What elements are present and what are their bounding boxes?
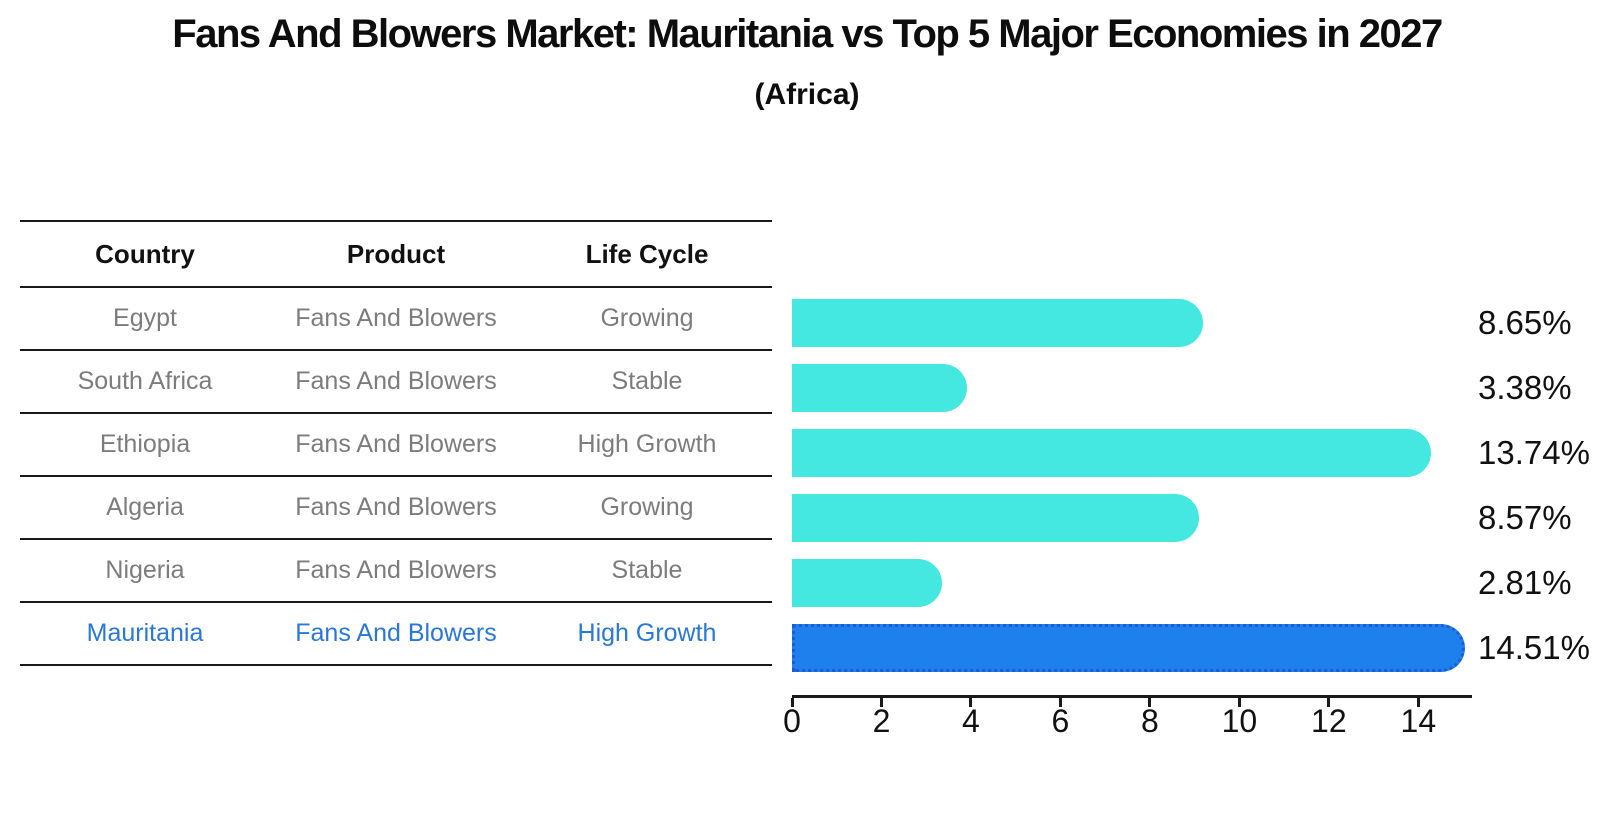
life-cycle-cell: Growing xyxy=(600,493,694,521)
product-cell: Fans And Blowers xyxy=(295,304,497,332)
x-tick-label: 6 xyxy=(1051,703,1070,739)
country-cell: Algeria xyxy=(106,493,184,521)
x-tick-mark xyxy=(1327,698,1331,707)
bar-value-label: 2.81% xyxy=(1478,564,1572,601)
table-row-ethiopia: Ethiopia Fans And Blowers High Growth xyxy=(20,414,772,477)
column-header-product: Product xyxy=(346,238,446,269)
table-header-row: Country Product Life Cycle xyxy=(20,222,772,288)
x-axis-line xyxy=(792,695,1472,698)
life-cycle-cell: Growing xyxy=(600,304,694,332)
x-tick-mark xyxy=(1058,698,1062,707)
bar-mauritania xyxy=(792,624,1465,672)
country-cell: Ethiopia xyxy=(99,430,191,458)
country-cell: South Africa xyxy=(77,367,213,395)
bar-value-label: 13.74% xyxy=(1478,434,1590,471)
x-tick-label: 2 xyxy=(872,703,891,739)
x-tick-label: 4 xyxy=(962,703,980,739)
x-tick-label: 8 xyxy=(1140,703,1159,739)
x-tick-mark xyxy=(969,698,973,707)
bar-value-label: 14.51% xyxy=(1478,629,1590,666)
country-cell: Nigeria xyxy=(105,556,185,584)
x-tick-mark xyxy=(790,698,794,707)
life-cycle-cell: High Growth xyxy=(577,430,717,458)
column-header-country: Country xyxy=(95,238,195,269)
life-cycle-cell: Stable xyxy=(611,556,683,584)
product-cell: Fans And Blowers xyxy=(295,493,497,521)
product-cell: Fans And Blowers xyxy=(295,619,497,647)
bar-value-label: 3.38% xyxy=(1478,369,1572,406)
bar-ethiopia xyxy=(792,429,1431,477)
bar-egypt xyxy=(792,299,1203,347)
x-tick-mark xyxy=(1416,698,1420,707)
chart-title: Fans And Blowers Market: Mauritania vs T… xyxy=(172,12,1443,56)
column-header-life-cycle: Life Cycle xyxy=(585,238,709,269)
product-cell: Fans And Blowers xyxy=(295,430,497,458)
life-cycle-cell: Stable xyxy=(611,367,683,395)
table-row-nigeria: Nigeria Fans And Blowers Stable xyxy=(20,540,772,603)
country-cell: Egypt xyxy=(113,304,177,332)
product-cell: Fans And Blowers xyxy=(295,367,497,395)
table-row-egypt: Egypt Fans And Blowers Growing xyxy=(20,288,772,351)
table-row-algeria: Algeria Fans And Blowers Growing xyxy=(20,477,772,540)
table-body: Egypt Fans And Blowers Growing South Africa… xyxy=(20,288,772,666)
bar-south-africa xyxy=(792,364,967,412)
x-tick-label: 12 xyxy=(1311,703,1347,739)
x-tick-label: 0 xyxy=(783,703,801,739)
country-table: Country Product Life Cycle Egypt Fans And… xyxy=(20,220,772,666)
chart-subtitle: (Africa) xyxy=(754,78,860,111)
table-row-mauritania: Mauritania Fans And Blowers High Growth xyxy=(20,603,772,666)
country-cell: Mauritania xyxy=(86,619,204,647)
life-cycle-cell: High Growth xyxy=(577,619,717,647)
bar-value-label: 8.65% xyxy=(1478,304,1572,341)
product-cell: Fans And Blowers xyxy=(295,556,497,584)
bar-nigeria xyxy=(792,559,942,607)
x-tick-mark xyxy=(1237,698,1241,707)
bar-value-label: 8.57% xyxy=(1478,499,1572,536)
bar-algeria xyxy=(792,494,1199,542)
x-tick-mark xyxy=(879,698,883,707)
table-row-south-africa: South Africa Fans And Blowers Stable xyxy=(20,351,772,414)
x-tick-label: 14 xyxy=(1400,703,1437,739)
x-tick-mark xyxy=(1148,698,1152,707)
x-tick-label: 10 xyxy=(1221,703,1258,739)
